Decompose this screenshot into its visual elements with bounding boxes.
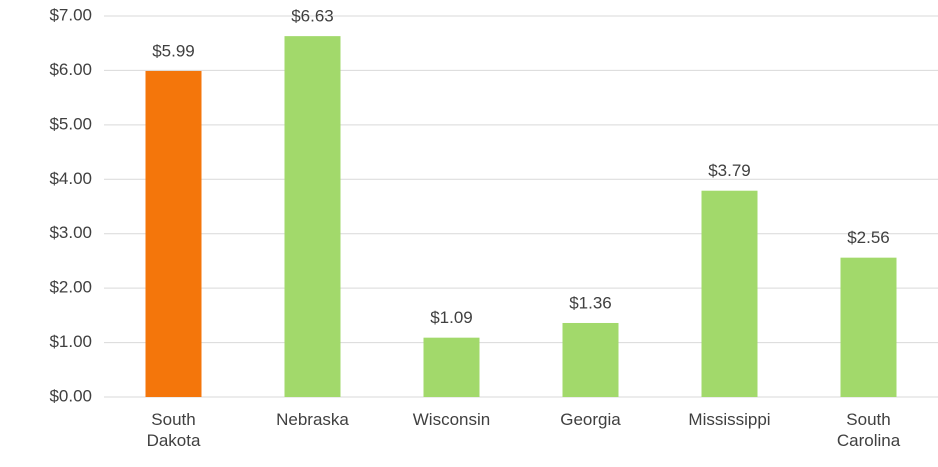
y-tick-label: $4.00 [49, 169, 92, 188]
x-tick-label: Mississippi [688, 410, 771, 429]
bar [840, 257, 897, 397]
x-tick-label: Georgia [560, 410, 621, 429]
y-tick-label: $5.00 [49, 114, 92, 133]
y-tick-label: $1.00 [49, 332, 92, 351]
y-tick-label: $3.00 [49, 223, 92, 242]
bar [423, 337, 480, 397]
bar [145, 70, 202, 398]
y-tick-label: $0.00 [49, 386, 92, 405]
x-tick-label: South Dakota [146, 410, 201, 450]
data-label: $5.99 [152, 41, 195, 60]
data-label: $2.56 [847, 228, 890, 247]
data-label: $3.79 [708, 161, 751, 180]
bar [701, 190, 758, 397]
data-label: $1.36 [569, 293, 612, 312]
data-label: $1.09 [430, 308, 473, 327]
y-tick-label: $7.00 [49, 5, 92, 24]
bar [562, 322, 619, 397]
x-tick-label: South Carolina [836, 410, 901, 450]
data-label: $6.63 [291, 7, 334, 26]
y-tick-label: $2.00 [49, 278, 92, 297]
x-tick-label: Nebraska [276, 410, 349, 429]
x-tick-label: Wisconsin [412, 410, 491, 429]
y-tick-label: $6.00 [49, 60, 92, 79]
bar [284, 36, 341, 397]
